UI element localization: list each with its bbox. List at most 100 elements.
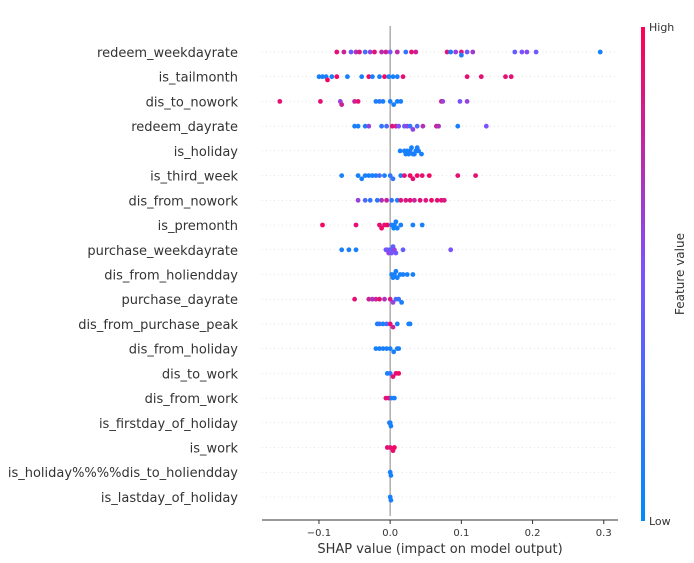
shap-point (440, 99, 446, 104)
shap-point (393, 219, 399, 225)
feature-label: is_premonth (158, 219, 238, 234)
colorbar-title: Feature value (673, 233, 687, 315)
shap-point (387, 49, 393, 55)
x-tick-label: 0.2 (525, 528, 541, 539)
shap-point (464, 99, 470, 104)
shap-point (352, 296, 357, 302)
shap-point (366, 74, 372, 80)
shap-point (379, 49, 384, 55)
shap-point (400, 247, 406, 253)
shap-point (318, 99, 323, 104)
shap-point (320, 74, 325, 80)
shap-point (377, 346, 382, 351)
shap-point (377, 321, 382, 327)
shap-point (373, 296, 379, 302)
shap-point (455, 173, 461, 179)
shap-point (377, 173, 382, 179)
shap-point (387, 445, 393, 450)
shap-point (423, 197, 429, 203)
shap-point (400, 272, 406, 277)
x-axis: −0.1 0.0 0.1 0.2 0.3 (262, 519, 618, 539)
shap-point (379, 197, 384, 203)
shap-point (419, 173, 425, 179)
shap-point (384, 123, 389, 129)
colorbar-high-label: High (649, 21, 674, 34)
shap-point (393, 268, 399, 274)
feature-label: purchase_weekdayrate (87, 244, 238, 259)
shap-point (387, 296, 393, 302)
shap-point (391, 349, 397, 355)
shap-point (389, 197, 394, 203)
shap-point (394, 275, 400, 281)
shap-point (390, 176, 396, 182)
shap-point (348, 49, 354, 55)
x-tick-label: 0.3 (596, 528, 612, 539)
shap-point (366, 123, 372, 129)
shap-point (396, 346, 402, 351)
shap-point (392, 395, 397, 401)
shap-point (457, 99, 463, 104)
shap-point (392, 445, 397, 450)
shap-point (362, 49, 368, 55)
shap-point (403, 151, 409, 157)
shap-point (355, 123, 361, 129)
shap-point (448, 247, 454, 253)
shap-point (334, 49, 340, 55)
shap-point (362, 123, 368, 129)
shap-point (359, 176, 365, 182)
feature-label: is_work (190, 442, 239, 457)
colorbar-low-label: Low (649, 515, 671, 528)
shap-point (508, 74, 514, 80)
shap-point (380, 321, 386, 327)
shap-point (420, 123, 426, 129)
shap-point (339, 102, 345, 107)
shap-point (370, 296, 375, 302)
shap-point (380, 346, 386, 351)
shap-point (380, 99, 386, 104)
shap-point (398, 222, 404, 228)
shap-point (388, 473, 394, 478)
shap-point (434, 197, 440, 203)
shap-point (355, 173, 361, 179)
shap-point (379, 225, 384, 231)
feature-label: is_holiday (174, 145, 239, 160)
shap-point (394, 49, 400, 55)
shap-point (483, 123, 489, 129)
shap-point (455, 123, 461, 129)
shap-point (373, 99, 379, 104)
shap-point (407, 173, 413, 179)
shap-point (341, 49, 347, 55)
feature-label: redeem_weekdayrate (97, 46, 238, 61)
feature-label: is_lastday_of_holiday (101, 491, 238, 506)
shap-point (387, 99, 393, 104)
shap-point (391, 102, 397, 107)
shap-point (370, 74, 375, 80)
shap-point (397, 148, 403, 154)
shap-point (353, 222, 359, 228)
x-axis-title: SHAP value (impact on model output) (317, 542, 562, 557)
shap-point (387, 346, 393, 351)
shap-point (384, 321, 389, 327)
shap-point (357, 49, 362, 55)
shap-point (396, 296, 402, 302)
shap-point (410, 272, 416, 277)
feature-label: dis_to_work (162, 367, 239, 382)
shap-point (512, 49, 518, 55)
shap-point (352, 99, 357, 104)
shap-point (346, 247, 352, 253)
shap-point (399, 300, 404, 305)
shap-point (353, 49, 359, 55)
shap-point (597, 49, 603, 55)
shap-point (320, 222, 325, 228)
shap-point (393, 250, 399, 256)
shap-point (394, 321, 400, 327)
shap-point (387, 173, 393, 179)
shap-point (464, 49, 470, 55)
shap-point (389, 250, 394, 256)
shap-point (355, 197, 361, 203)
shap-point (370, 173, 375, 179)
shap-point (362, 197, 368, 203)
feature-label: dis_from_work (145, 392, 239, 407)
feature-label: dis_from_purchase_peak (78, 318, 238, 333)
shap-point (379, 123, 384, 129)
